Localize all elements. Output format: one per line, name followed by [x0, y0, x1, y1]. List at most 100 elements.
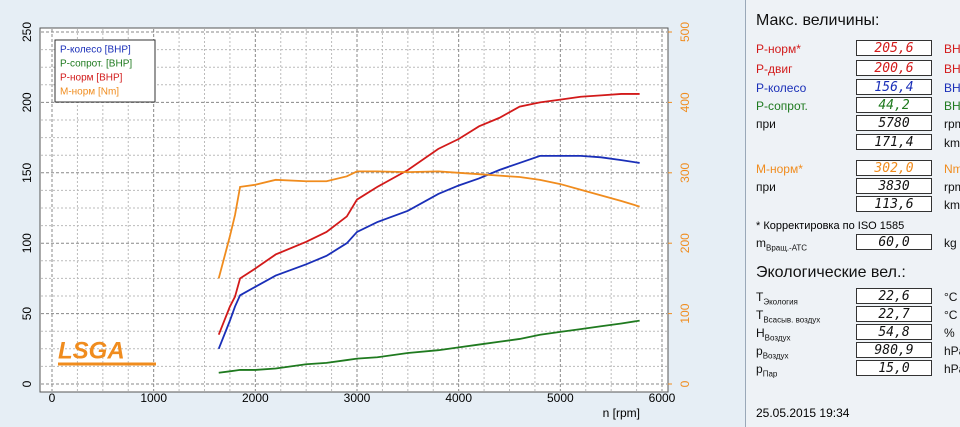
- legend-entry: Р-колесо [BHP]: [60, 45, 131, 56]
- value-row: Р-норм* 205,6 BHP: [756, 40, 960, 58]
- label-main: H: [756, 326, 765, 340]
- label-main: p: [756, 344, 763, 358]
- row-unit: BHP: [944, 81, 960, 95]
- value-row: при 3830 rpm: [756, 178, 960, 196]
- row-label: Р-колесо: [756, 81, 806, 95]
- date: 25.05.2015 19:34: [756, 406, 850, 420]
- label-main: Р-двиг: [756, 62, 793, 76]
- value-row: pВоздух 980,9 hPa: [756, 342, 960, 360]
- y2-tick-label: 400: [678, 92, 692, 112]
- value-row: 171,4 km/h: [756, 134, 960, 152]
- row-label: М-норм*: [756, 162, 803, 176]
- label-sub: Всасыв. воздух: [763, 315, 821, 325]
- legend-box: [54, 39, 156, 103]
- row-label: TВсасыв. воздух: [756, 308, 820, 324]
- row-label: mВращ.-АТС: [756, 236, 807, 252]
- row-unit: kg: [944, 236, 957, 250]
- value-row: Р-двиг 200,6 BHP: [756, 60, 960, 78]
- value-box: 205,6: [856, 40, 932, 56]
- value-row: TВсасыв. воздух 22,7 °C: [756, 306, 960, 324]
- row-label: Р-двиг: [756, 62, 792, 76]
- y-tick-label: 250: [20, 22, 34, 42]
- x-tick-label: 1000: [140, 391, 167, 405]
- label-main: при: [756, 180, 776, 194]
- x-tick-label: 3000: [344, 391, 371, 405]
- label-sub: Вращ.-АТС: [766, 243, 808, 253]
- section-title: Экологические вел.:: [756, 264, 906, 281]
- row-unit: °C: [944, 290, 958, 304]
- value-row: Р-колесо 156,4 BHP: [756, 79, 960, 97]
- value-box: 3830: [856, 178, 932, 194]
- row-unit: hPa: [944, 362, 960, 376]
- row-unit: BHP: [944, 62, 960, 76]
- label-main: Р-сопрот.: [756, 99, 808, 113]
- value-box: 302,0: [856, 160, 932, 176]
- label-sub: Экология: [763, 297, 798, 307]
- row-unit: hPa: [944, 344, 960, 358]
- value-box: 171,4: [856, 134, 932, 150]
- y-tick-label: 50: [20, 307, 34, 321]
- y2-tick-label: 0: [678, 380, 692, 387]
- y-tick-label: 0: [20, 380, 34, 387]
- logo: LSGA: [58, 337, 125, 364]
- series-line: [217, 93, 640, 336]
- y-tick-label: 100: [20, 233, 34, 253]
- value-box: 5780: [856, 115, 932, 131]
- label-main: T: [756, 290, 764, 304]
- label-main: m: [756, 236, 766, 250]
- value-box: 200,6: [856, 60, 932, 76]
- x-tick-label: 0: [49, 391, 56, 405]
- chart: n [rpm] LSGA 0 1000 2000 3000 4000 5000 600005…: [20, 22, 692, 421]
- y2-tick-label: 500: [678, 22, 692, 42]
- y2-tick-label: 200: [678, 233, 692, 253]
- x-tick-label: 2000: [242, 391, 269, 405]
- row-unit: %: [944, 326, 955, 340]
- value-row: Р-сопрот. 44,2 BHP: [756, 97, 960, 115]
- x-axis-label: n [rpm]: [603, 406, 640, 420]
- value-box: 113,6: [856, 196, 932, 212]
- value-row: HВоздух 54,8%: [756, 324, 960, 342]
- y-tick-label: 150: [20, 162, 34, 182]
- series-line: [217, 170, 640, 279]
- x-tick-label: 6000: [649, 391, 676, 405]
- row-unit: BHP: [944, 42, 960, 56]
- section-title: Макс. величины:: [756, 12, 880, 29]
- label-main: М-норм*: [756, 162, 803, 176]
- series-line: [218, 319, 640, 374]
- row-label: HВоздух: [756, 326, 791, 342]
- y2-tick-label: 300: [678, 162, 692, 182]
- value-row: 113,6 km/h: [756, 196, 960, 214]
- row-unit: km/h: [944, 136, 960, 150]
- value-box: 15,0: [856, 360, 932, 376]
- note: * Корректировка по ISO 1585: [756, 220, 905, 232]
- row-label: Р-норм*: [756, 42, 801, 56]
- legend-entry: Р-норм [BHP]: [60, 73, 123, 84]
- row-unit: BHP: [944, 99, 960, 113]
- row-label: Р-сопрот.: [756, 99, 808, 113]
- row-unit: °C: [944, 308, 958, 322]
- row-label: pВоздух: [756, 344, 789, 360]
- value-row: mВращ.-АТС 60,0 kg: [756, 234, 960, 252]
- value-box: 54,8: [856, 324, 932, 340]
- row-label: при: [756, 180, 776, 194]
- label-main: Р-колесо: [756, 81, 807, 95]
- row-label: TЭкология: [756, 290, 798, 306]
- row-unit: rpm: [944, 180, 960, 194]
- y2-tick-label: 100: [678, 303, 692, 323]
- label-sub: Воздух: [762, 351, 789, 361]
- label-sub: Воздух: [764, 333, 791, 343]
- series-line: [217, 155, 640, 350]
- row-unit: Nm: [944, 162, 960, 176]
- label-main: T: [756, 308, 764, 322]
- value-box: 980,9: [856, 342, 932, 358]
- value-box: 156,4: [856, 79, 932, 95]
- value-row: TЭкология 22,6 °C: [756, 288, 960, 306]
- legend-entry: М-норм [Nm]: [60, 87, 119, 98]
- label-sub: Пар: [762, 369, 778, 379]
- label-main: p: [756, 362, 763, 376]
- value-box: 60,0: [856, 234, 932, 250]
- row-unit: rpm: [944, 117, 960, 131]
- label-main: при: [756, 117, 776, 131]
- panel: Макс. величины: Р-норм* 205,6 BHP Р-двиг 200,…: [745, 0, 960, 427]
